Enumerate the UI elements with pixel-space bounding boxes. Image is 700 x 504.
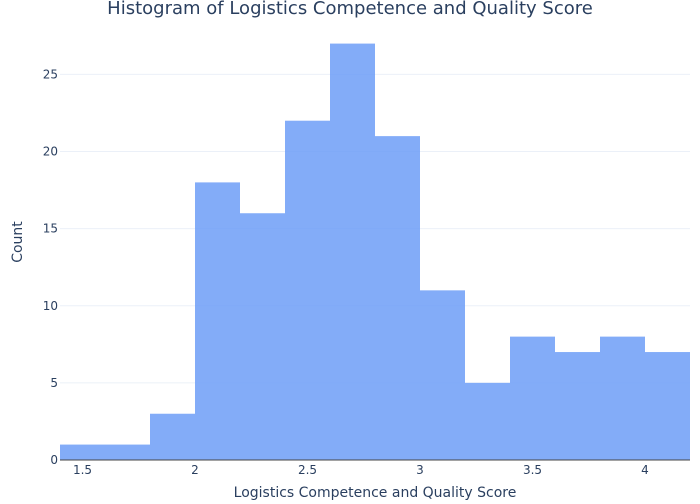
y-tick-label: 15 — [43, 222, 58, 236]
histogram-bar — [285, 120, 330, 460]
y-tick-label: 10 — [43, 299, 58, 313]
histogram-bar — [150, 413, 195, 460]
x-tick-label: 2 — [191, 463, 199, 477]
histogram-bar — [60, 444, 105, 460]
y-tick-label: 25 — [43, 67, 58, 81]
y-tick-label: 20 — [43, 145, 58, 159]
histogram-bar — [465, 382, 510, 460]
histogram-bar — [375, 136, 420, 460]
x-tick-label: 4 — [641, 463, 649, 477]
histogram-bars — [60, 43, 690, 461]
x-tick-label: 2.5 — [298, 463, 317, 477]
histogram-bar — [105, 444, 150, 460]
y-tick-label: 0 — [50, 453, 58, 467]
axes: 0 5 10 15 20 25 1.5 2 2.5 3 3.5 4 — [43, 67, 690, 477]
histogram-bar — [240, 213, 285, 460]
histogram-bar — [555, 352, 600, 460]
x-tick-label: 3 — [416, 463, 424, 477]
histogram-bar — [645, 352, 690, 460]
histogram-bar — [600, 336, 645, 460]
x-tick-label: 1.5 — [73, 463, 92, 477]
histogram-bar — [330, 43, 375, 460]
x-tick-label: 3.5 — [523, 463, 542, 477]
chart-title: Histogram of Logistics Competence and Qu… — [107, 0, 593, 19]
histogram-bar — [195, 182, 240, 461]
histogram-bar — [510, 336, 555, 460]
y-axis-title: Count — [10, 221, 26, 263]
x-axis-title: Logistics Competence and Quality Score — [234, 485, 517, 500]
y-tick-label: 5 — [50, 376, 58, 390]
histogram-bar — [420, 290, 465, 460]
